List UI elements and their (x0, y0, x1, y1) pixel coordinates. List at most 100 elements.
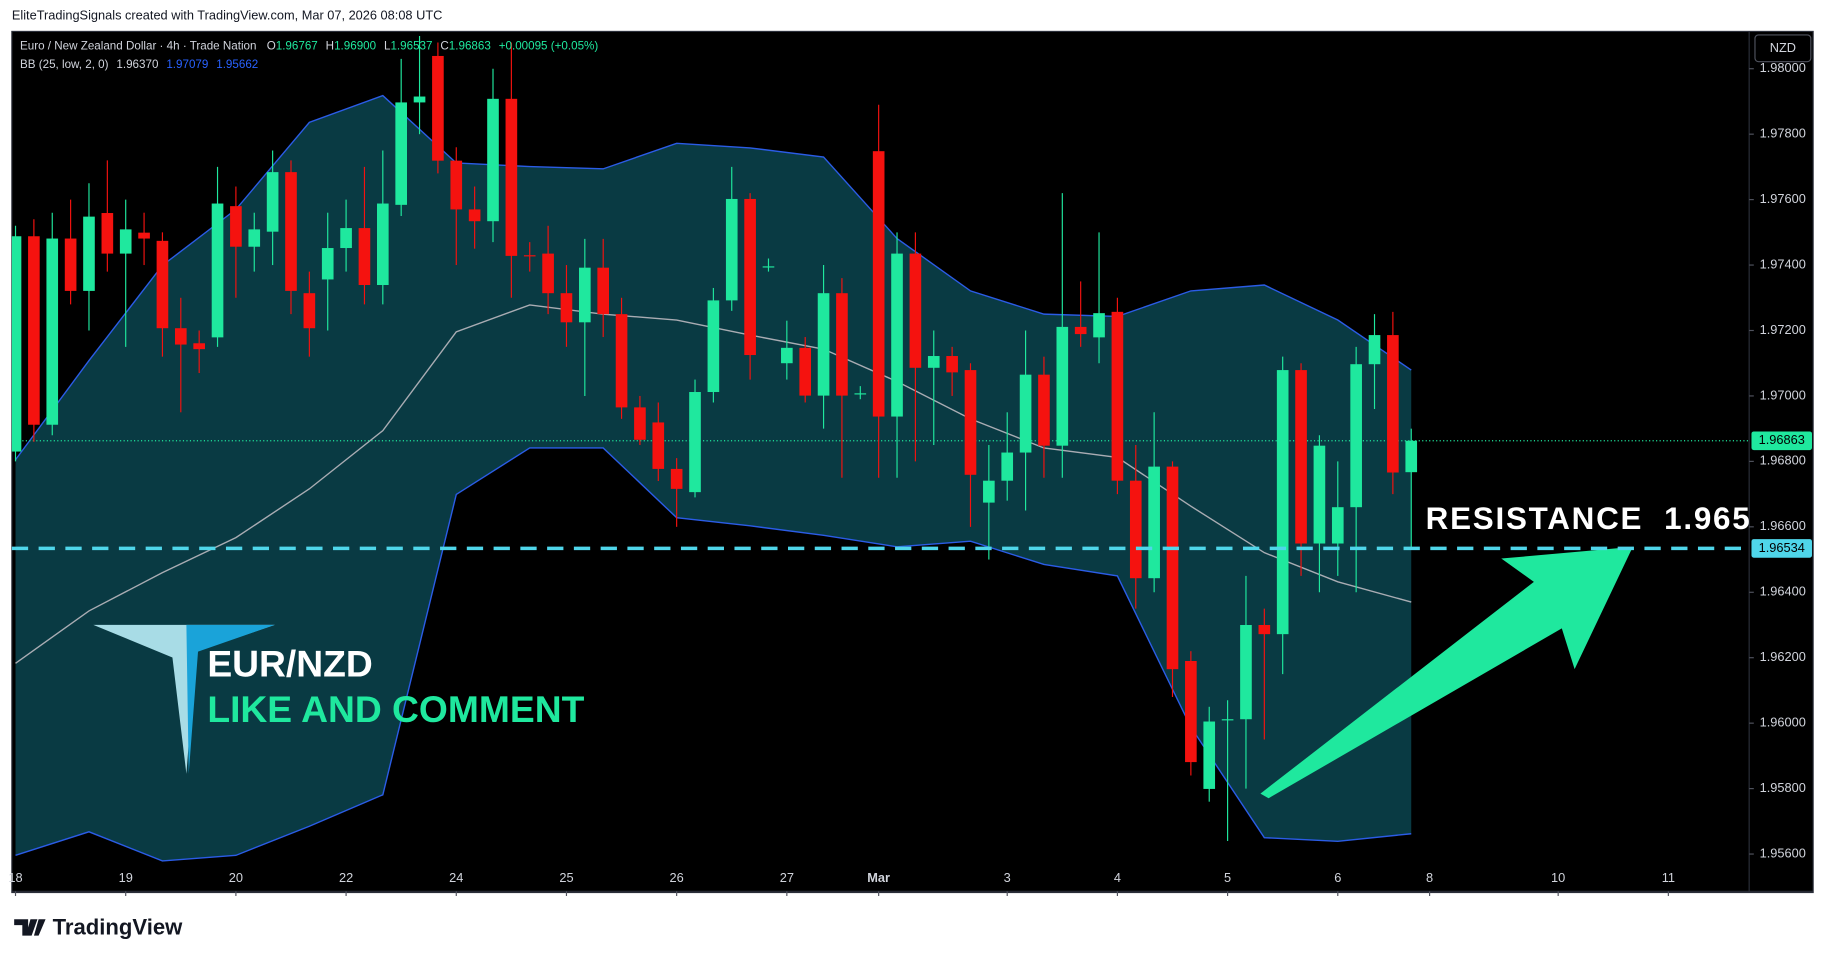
x-tick-label: 22 (339, 870, 353, 885)
candle-body (1074, 326, 1087, 335)
candle-body (652, 422, 665, 469)
footer-logo (14, 919, 46, 936)
candle-body (523, 255, 536, 257)
candle-body (1166, 466, 1179, 670)
candle-body (64, 238, 77, 291)
candle-body (1240, 624, 1252, 720)
ohlc-value: 1.96537 (390, 40, 432, 53)
pair-label: EUR/NZD (207, 643, 372, 685)
y-tick-label: 1.97000 (1760, 387, 1806, 402)
candle-body (1019, 374, 1032, 453)
candle-body (83, 216, 95, 291)
candle-body (193, 343, 205, 350)
currency-button-frame[interactable] (1754, 34, 1812, 63)
x-tick-label: Mar (867, 870, 890, 885)
candle-body (872, 151, 885, 417)
candle-body (1093, 313, 1105, 338)
indicator-value: 1.97079 (166, 58, 208, 71)
candle-body (505, 98, 518, 256)
candle-body (1185, 660, 1197, 763)
candle-body (101, 213, 114, 254)
candle-body (1111, 311, 1124, 481)
up-arrow (1260, 546, 1633, 799)
candle-body (799, 347, 812, 396)
y-tick-label: 1.96600 (1760, 518, 1806, 533)
y-tick-label: 1.97400 (1760, 256, 1806, 271)
indicator-name: BB (25, low, 2, 0) (20, 58, 109, 71)
candle-body (946, 356, 958, 373)
brand-mark (14, 919, 46, 936)
candle-body (1405, 440, 1418, 473)
candle-body (1368, 335, 1381, 365)
y-tick-label: 1.96200 (1760, 649, 1806, 664)
last-price-label: 1.96863 (1759, 432, 1805, 447)
candle-body (376, 203, 389, 286)
candle-body (156, 240, 169, 329)
candle-body (1276, 370, 1289, 635)
candle-body (817, 293, 830, 396)
candle-body (579, 267, 591, 323)
y-tick-label: 1.97600 (1760, 191, 1806, 206)
indicator-value: 1.96370 (116, 58, 159, 71)
candle-body (1148, 466, 1160, 579)
x-tick-label: 8 (1426, 870, 1433, 885)
brand-name: TradingView (53, 914, 184, 939)
candle-body (1203, 721, 1216, 789)
x-tick-label: 10 (1551, 870, 1565, 885)
ohlc-label: H (326, 40, 334, 53)
candle-body (1258, 624, 1271, 635)
candle-body (11, 236, 22, 452)
x-tick-label: 24 (449, 870, 463, 885)
candle-body (285, 172, 297, 291)
ohlc-value: 1.96767 (276, 40, 318, 53)
overlays: 1.96863 1.96534 RESISTANCE 1.965 (11, 431, 1812, 558)
candle-body (450, 160, 463, 210)
last-price-box (1751, 431, 1812, 451)
x-tick-label: 18 (8, 870, 22, 885)
candle-body (1350, 364, 1362, 508)
candle-body (340, 228, 352, 249)
y-tick-label: 1.95800 (1760, 780, 1806, 795)
candle-body (174, 328, 187, 345)
candles (11, 35, 1418, 841)
candle-body (28, 236, 40, 425)
candle-body (432, 55, 444, 161)
currency-button[interactable]: NZD (1754, 34, 1812, 63)
candle-body (927, 356, 940, 368)
resistance-text: RESISTANCE 1.965 (1426, 501, 1752, 536)
candle-body (248, 229, 261, 247)
x-tick-label: 6 (1334, 870, 1341, 885)
currency-label[interactable]: NZD (1770, 40, 1796, 55)
candle-body (725, 198, 738, 301)
candle-body (597, 267, 610, 315)
y-tick-label: 1.95600 (1760, 845, 1806, 860)
candle-body (744, 198, 756, 356)
candle-body (781, 347, 793, 364)
ohlc-label: L (384, 40, 391, 53)
candle-body (615, 314, 628, 408)
x-tick-label: 26 (670, 870, 684, 885)
band-upper (14, 94, 1412, 461)
candle-body (689, 392, 701, 493)
ohlc-label: C (440, 40, 448, 53)
y-tick-label: 1.97200 (1760, 322, 1806, 337)
candle-body (964, 370, 977, 475)
band-lower (15, 447, 1412, 862)
candle-body (1056, 326, 1069, 446)
x-tick-label: 19 (119, 870, 133, 885)
candle-body (1387, 335, 1399, 473)
candle-body (1295, 370, 1307, 544)
candle-body (1313, 445, 1326, 544)
change: +0.00095 (+0.05%) (499, 40, 599, 53)
candle-body (560, 293, 573, 323)
call-to-action: LIKE AND COMMENT (207, 688, 584, 730)
candle-body (230, 206, 242, 247)
attribution: EliteTradingSignals created with Trading… (12, 8, 443, 23)
y-tick-label: 1.96800 (1760, 453, 1806, 468)
y-tick-label: 1.98000 (1760, 60, 1806, 75)
candle-body (854, 393, 867, 395)
ohlc-label: O (267, 40, 276, 53)
x-tick-label: 27 (780, 870, 794, 885)
logo-mark-light (93, 624, 275, 774)
